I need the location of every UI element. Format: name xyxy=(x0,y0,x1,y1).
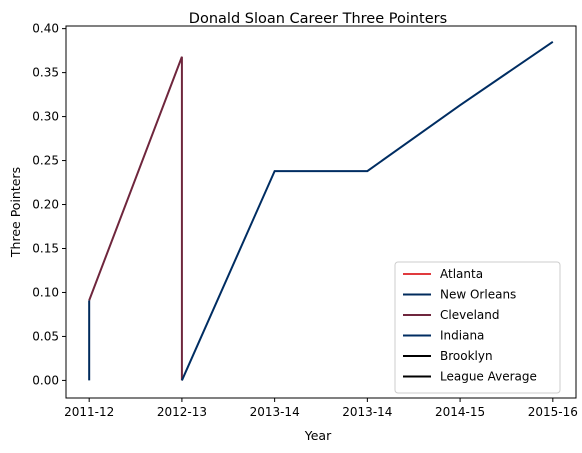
legend-label-new-orleans: New Orleans xyxy=(440,288,516,302)
x-tick-label: 2014-15 xyxy=(435,405,485,419)
legend-label-indiana: Indiana xyxy=(440,329,484,343)
y-tick-label: 0.40 xyxy=(32,22,59,36)
legend-box xyxy=(394,261,561,394)
y-tick-label: 0.35 xyxy=(32,66,59,80)
x-tick-label: 2013-14 xyxy=(342,405,392,419)
y-tick-label: 0.30 xyxy=(32,110,59,124)
x-axis-label: Year xyxy=(304,428,332,443)
y-tick-label: 0.05 xyxy=(32,329,59,343)
plot-frame xyxy=(65,25,577,399)
series-line-indiana xyxy=(180,41,554,381)
plot-area xyxy=(88,41,554,381)
y-tick-label: 0.20 xyxy=(32,198,59,212)
x-tick-label: 2012-13 xyxy=(157,405,207,419)
x-tick-label: 2011-12 xyxy=(64,405,114,419)
legend-label-atlanta: Atlanta xyxy=(440,267,483,281)
y-axis-label: Three Pointers xyxy=(8,167,23,258)
y-tick-label: 0.00 xyxy=(32,373,59,387)
y-tick-label: 0.15 xyxy=(32,241,59,255)
legend: Atlanta New Orleans Cleveland Indiana Brookl… xyxy=(394,261,561,394)
x-tick-label: 2013-14 xyxy=(250,405,300,419)
y-tick-label: 0.25 xyxy=(32,154,59,168)
x-axis: 2011-12 2012-13 2013-14 2013-14 2014-15 2015-… xyxy=(64,398,578,419)
legend-label-league-average: League Average xyxy=(440,370,537,384)
y-axis: 0.00 0.05 0.10 0.15 0.20 0.25 0.30 0.35 0.40 xyxy=(32,22,66,387)
x-tick-label: 2015-16 xyxy=(528,405,578,419)
series-line-cleveland xyxy=(88,56,183,381)
legend-label-brooklyn: Brooklyn xyxy=(440,349,493,363)
legend-label-cleveland: Cleveland xyxy=(440,308,500,322)
y-tick-label: 0.10 xyxy=(32,285,59,299)
chart-title: Donald Sloan Career Three Pointers xyxy=(189,11,447,27)
